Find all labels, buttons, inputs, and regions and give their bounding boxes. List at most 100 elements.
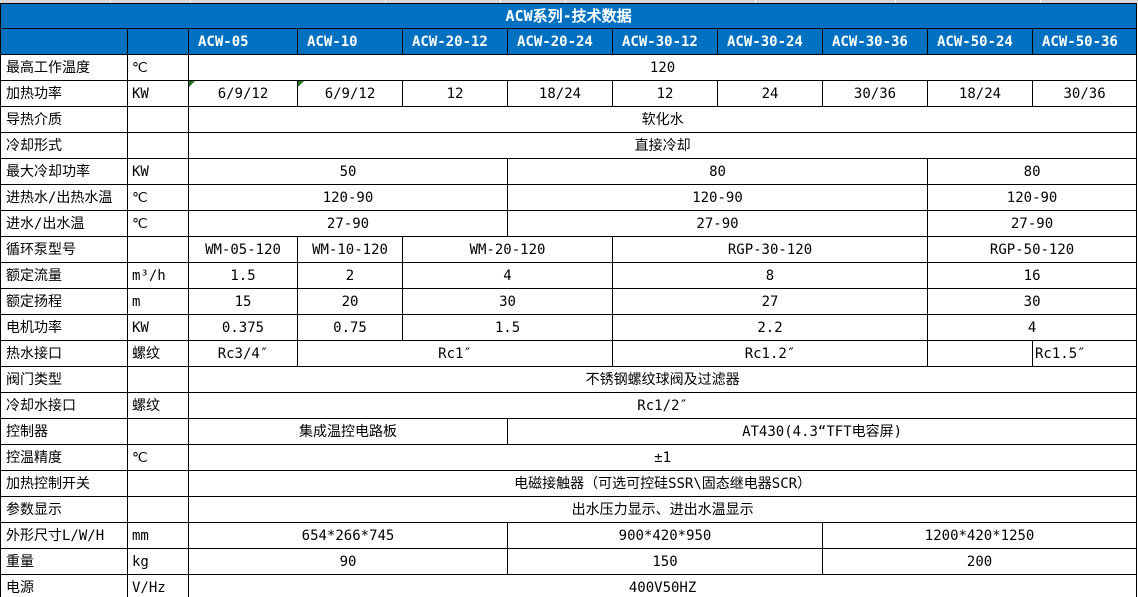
value-cell[interactable]: WM-20-120 [402, 236, 613, 263]
row-unit-cell[interactable]: ℃ [127, 210, 189, 237]
value-cell[interactable]: 2 [297, 262, 403, 289]
row-unit-cell[interactable]: m [127, 288, 189, 315]
row-label-cell[interactable]: 参数显示 [0, 496, 128, 523]
value-cell[interactable]: 654*266*745 [188, 522, 508, 549]
row-label-cell[interactable]: 冷却水接口 [0, 392, 128, 419]
value-cell[interactable]: 200 [821, 548, 1138, 575]
row-unit-cell[interactable] [127, 132, 189, 159]
row-unit-cell[interactable] [127, 106, 189, 133]
row-unit-cell[interactable]: ℃ [127, 444, 189, 471]
value-cell[interactable]: 1.5 [402, 314, 613, 341]
value-cell[interactable]: 集成温控电路板 [188, 418, 508, 445]
value-cell[interactable]: 20 [297, 288, 403, 315]
value-cell[interactable]: WM-10-120 [297, 236, 403, 263]
value-cell[interactable]: 30 [926, 288, 1138, 315]
row-label-cell[interactable]: 进热水/出热水温 [0, 184, 128, 211]
value-cell[interactable]: 27-90 [188, 210, 508, 237]
row-unit-cell[interactable]: ℃ [127, 54, 189, 81]
header-blank-cell[interactable] [127, 28, 189, 55]
header-model-cell[interactable]: ACW-50-36 [1031, 28, 1138, 55]
value-cell[interactable]: 0.75 [297, 314, 403, 341]
value-cell[interactable]: 直接冷却 [187, 132, 1138, 159]
row-label-cell[interactable]: 控制器 [0, 418, 128, 445]
value-cell-with-error-flag-icon[interactable]: 6/9/12 [188, 80, 298, 107]
value-cell[interactable]: 27-90 [507, 210, 928, 237]
row-label-cell[interactable]: 最高工作温度 [0, 54, 128, 81]
row-unit-cell[interactable]: 螺纹 [127, 392, 189, 419]
value-cell[interactable]: 0.375 [188, 314, 298, 341]
row-unit-cell[interactable]: V/Hz [127, 574, 189, 597]
value-cell[interactable]: 30/36 [822, 80, 928, 107]
row-label-cell[interactable]: 额定扬程 [0, 288, 128, 315]
value-cell[interactable]: 900*420*950 [507, 522, 823, 549]
value-cell[interactable]: 出水压力显示、进出水温显示 [187, 496, 1138, 523]
value-cell[interactable]: 12 [402, 80, 508, 107]
value-cell[interactable]: 18/24 [927, 80, 1033, 107]
value-cell[interactable]: 电磁接触器（可选可控硅SSR\固态继电器SCR） [187, 470, 1138, 497]
value-cell[interactable]: WM-05-120 [188, 236, 298, 263]
value-cell[interactable]: Rc1.2″ [612, 340, 928, 367]
row-label-cell[interactable]: 重量 [0, 548, 128, 575]
value-cell[interactable]: 4 [402, 262, 613, 289]
row-unit-cell[interactable] [127, 236, 189, 263]
value-cell[interactable]: 不锈钢螺纹球阀及过滤器 [187, 366, 1138, 393]
header-model-cell[interactable]: ACW-10 [297, 28, 403, 55]
value-cell[interactable]: 软化水 [187, 106, 1138, 133]
value-cell[interactable]: Rc1/2″ [187, 392, 1138, 419]
value-cell[interactable]: 150 [507, 548, 823, 575]
value-cell[interactable]: RGP-30-120 [612, 236, 928, 263]
row-label-cell[interactable]: 电机功率 [0, 314, 128, 341]
row-label-cell[interactable]: 冷却形式 [0, 132, 128, 159]
header-model-cell[interactable]: ACW-30-24 [717, 28, 823, 55]
value-cell[interactable]: 30 [402, 288, 613, 315]
row-unit-cell[interactable] [127, 418, 189, 445]
value-cell[interactable]: 50 [188, 158, 508, 185]
value-cell[interactable]: 80 [507, 158, 928, 185]
header-model-cell[interactable]: ACW-20-24 [507, 28, 613, 55]
row-unit-cell[interactable] [127, 496, 189, 523]
row-label-cell[interactable]: 进水/出水温 [0, 210, 128, 237]
value-cell[interactable]: ±1 [187, 444, 1138, 471]
header-model-cell[interactable]: ACW-50-24 [927, 28, 1033, 55]
header-model-cell[interactable]: ACW-05 [188, 28, 298, 55]
row-label-cell[interactable]: 最大冷却功率 [0, 158, 128, 185]
value-cell[interactable]: 16 [926, 262, 1138, 289]
row-unit-cell[interactable]: KW [127, 80, 189, 107]
value-cell[interactable]: 2.2 [612, 314, 928, 341]
value-cell[interactable]: 12 [612, 80, 718, 107]
value-cell[interactable]: 27 [612, 288, 928, 315]
row-unit-cell[interactable]: KW [127, 158, 189, 185]
row-label-cell[interactable]: 加热功率 [0, 80, 128, 107]
value-cell[interactable]: AT430(4.3“TFT电容屏) [506, 418, 1138, 445]
header-blank-cell[interactable] [0, 28, 128, 55]
header-model-cell[interactable]: ACW-30-12 [612, 28, 718, 55]
value-cell[interactable]: 24 [717, 80, 823, 107]
value-cell-with-error-flag-icon[interactable]: 6/9/12 [297, 80, 403, 107]
value-cell[interactable]: 90 [188, 548, 508, 575]
value-cell[interactable]: 1.5 [188, 262, 298, 289]
value-cell[interactable]: Rc3/4″ [188, 340, 298, 367]
row-unit-cell[interactable]: 螺纹 [127, 340, 189, 367]
value-cell[interactable]: 120 [187, 54, 1138, 81]
row-label-cell[interactable]: 控温精度 [0, 444, 128, 471]
value-cell[interactable]: 15 [188, 288, 298, 315]
value-cell[interactable]: 120-90 [188, 184, 508, 211]
row-unit-cell[interactable]: ℃ [127, 184, 189, 211]
row-unit-cell[interactable]: KW [127, 314, 189, 341]
value-cell[interactable]: 80 [926, 158, 1138, 185]
value-cell[interactable]: 30/36 [1031, 80, 1138, 107]
value-cell[interactable]: RGP-50-120 [926, 236, 1138, 263]
row-unit-cell[interactable] [127, 366, 189, 393]
row-label-cell[interactable]: 加热控制开关 [0, 470, 128, 497]
value-cell[interactable]: 1200*420*1250 [821, 522, 1138, 549]
value-cell[interactable]: 27-90 [926, 210, 1138, 237]
row-label-cell[interactable]: 外形尺寸L/W/H [0, 522, 128, 549]
row-label-cell[interactable]: 导热介质 [0, 106, 128, 133]
row-unit-cell[interactable]: mm [127, 522, 189, 549]
row-unit-cell[interactable] [127, 470, 189, 497]
value-cell[interactable]: 4 [926, 314, 1138, 341]
value-cell[interactable]: Rc1″ [297, 340, 613, 367]
value-cell[interactable] [927, 340, 1033, 367]
row-label-cell[interactable]: 阀门类型 [0, 366, 128, 393]
row-label-cell[interactable]: 热水接口 [0, 340, 128, 367]
